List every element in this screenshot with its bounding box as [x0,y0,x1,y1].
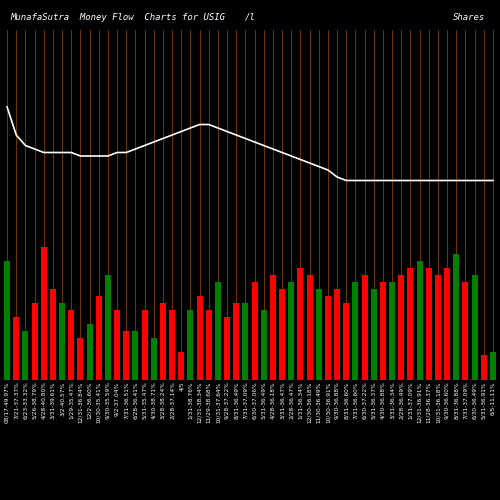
Bar [298,268,304,380]
Bar [454,254,459,380]
Bar [142,310,148,380]
Text: MunafaSutra  Money Flow  Charts for USIG: MunafaSutra Money Flow Charts for USIG [10,12,225,22]
Bar [68,310,74,380]
Bar [472,275,478,380]
Bar [22,331,28,380]
Bar [481,355,486,380]
Bar [252,282,258,380]
Text: Shares: Shares [453,12,485,22]
Bar [169,310,175,380]
Bar [398,275,404,380]
Bar [261,310,266,380]
Bar [234,303,239,380]
Bar [124,331,129,380]
Bar [14,317,19,380]
Bar [279,289,285,380]
Bar [78,338,84,380]
Bar [270,275,276,380]
Bar [59,303,65,380]
Bar [371,289,376,380]
Bar [4,261,10,380]
Bar [362,275,368,380]
Bar [188,310,194,380]
Bar [389,282,395,380]
Bar [490,352,496,380]
Bar [160,303,166,380]
Bar [288,282,294,380]
Bar [462,282,468,380]
Bar [380,282,386,380]
Bar [306,275,312,380]
Bar [316,289,322,380]
Bar [32,303,38,380]
Text: /l: /l [244,12,256,22]
Bar [325,296,331,380]
Bar [352,282,358,380]
Bar [435,275,441,380]
Bar [416,261,422,380]
Bar [206,310,212,380]
Bar [86,324,92,380]
Bar [114,310,120,380]
Bar [224,317,230,380]
Bar [242,303,248,380]
Bar [344,303,349,380]
Bar [41,247,46,380]
Bar [408,268,414,380]
Bar [151,338,156,380]
Bar [444,268,450,380]
Bar [334,289,340,380]
Bar [132,331,138,380]
Bar [178,352,184,380]
Bar [196,296,202,380]
Bar [96,296,102,380]
Bar [426,268,432,380]
Bar [105,275,111,380]
Bar [50,289,56,380]
Bar [215,282,221,380]
